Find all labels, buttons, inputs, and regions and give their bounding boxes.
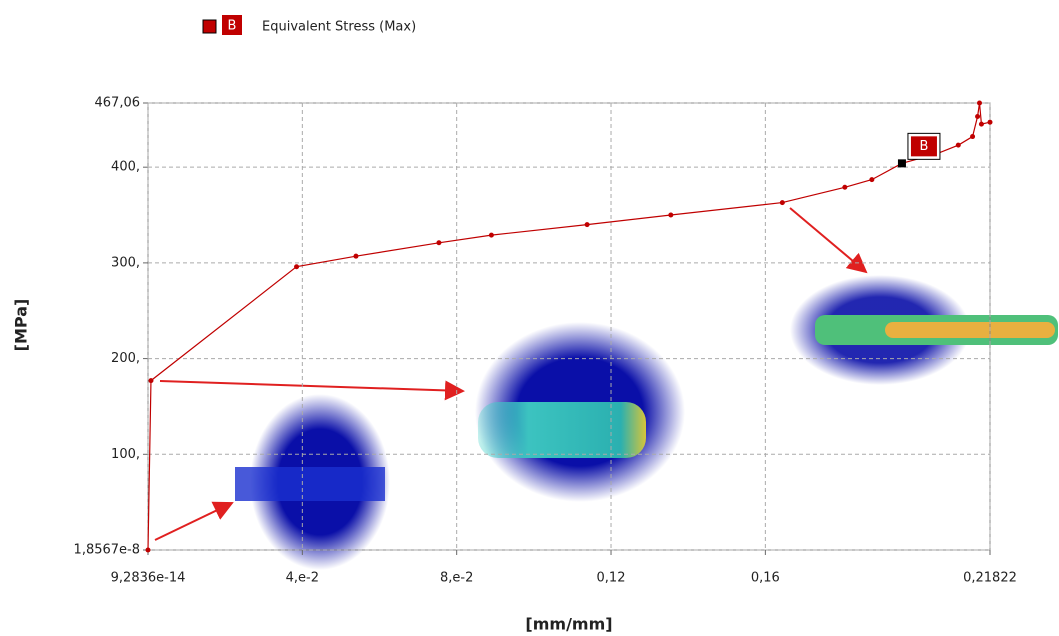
point xyxy=(869,177,874,182)
x-tick-label: 9,2836e-14 xyxy=(111,571,186,586)
point xyxy=(988,120,993,125)
point xyxy=(585,222,590,227)
y-tick-label: 300, xyxy=(111,255,140,270)
point xyxy=(353,254,358,259)
point xyxy=(975,114,980,119)
point xyxy=(436,240,441,245)
y-tick-label: 467,06 xyxy=(95,96,141,111)
point xyxy=(979,122,984,127)
x-tick-label: 0,12 xyxy=(597,571,626,586)
point xyxy=(977,101,982,106)
inset-images xyxy=(235,275,1058,570)
y-tick-label: 100, xyxy=(111,447,140,462)
y-tick-label: 200, xyxy=(111,351,140,366)
y-tick-label: 400, xyxy=(111,160,140,175)
point xyxy=(780,200,785,205)
annotation-text: B xyxy=(919,139,928,154)
point xyxy=(146,548,151,553)
x-tick-label: 4,e-2 xyxy=(286,571,319,586)
point xyxy=(489,233,494,238)
point xyxy=(956,143,961,148)
legend-badge-text: B xyxy=(228,19,237,34)
legend-label: Equivalent Stress (Max) xyxy=(262,20,416,35)
point xyxy=(668,213,673,218)
x-tick-label: 0,21822 xyxy=(963,571,1017,586)
point xyxy=(842,185,847,190)
point xyxy=(148,378,153,383)
x-tick-label: 0,16 xyxy=(751,571,780,586)
point xyxy=(970,134,975,139)
chart: B Equivalent Stress (Max) [mm/mm] [MPa] … xyxy=(0,0,1059,636)
x-tick-label: 8,e-2 xyxy=(440,571,473,586)
point xyxy=(294,264,299,269)
marker-square xyxy=(898,159,906,167)
y-axis-label: [MPa] xyxy=(12,299,31,352)
y-tick-label: 1,8567e-8 xyxy=(74,543,140,558)
x-axis-label: [mm/mm] xyxy=(525,615,612,634)
legend-swatch xyxy=(203,20,216,33)
